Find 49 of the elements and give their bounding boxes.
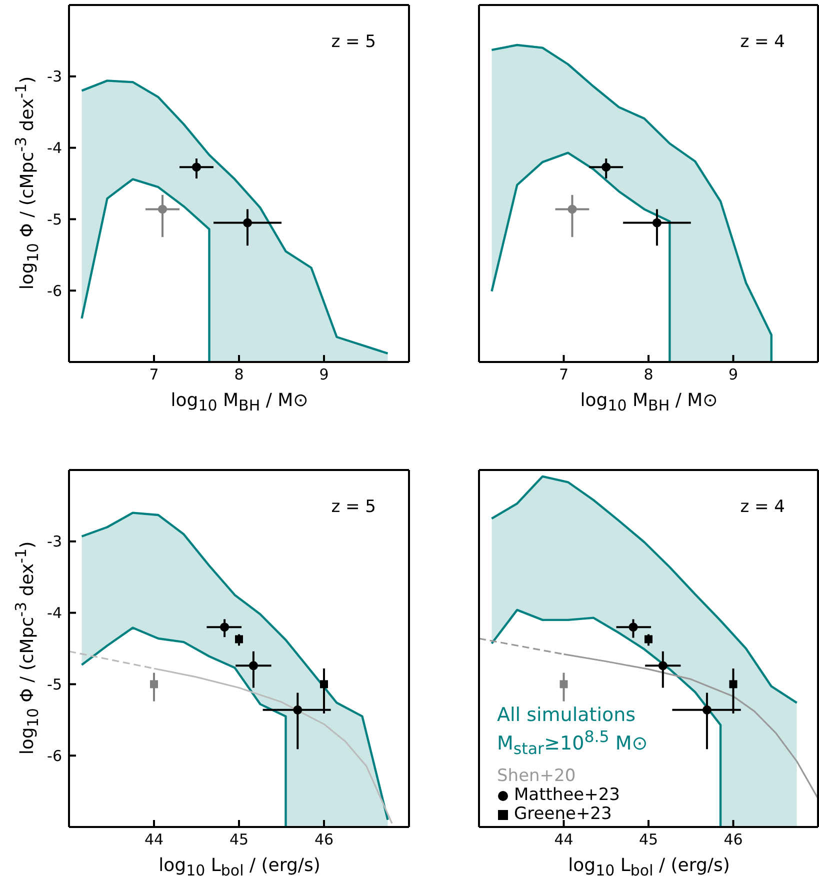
line-series (80, 626, 287, 827)
point (560, 680, 568, 688)
point (658, 661, 668, 670)
x-tick-label: 46 (314, 830, 334, 849)
y-tick-label: -4 (47, 604, 62, 622)
x-axis-title: log$_{10}$ M$_{BH}$ / M⊙ (170, 390, 310, 415)
y-tick-label: -4 (47, 139, 62, 158)
text: Shen+20 (497, 766, 576, 786)
x-axis-title: log$_{10}$ M$_{BH}$ / M⊙ (579, 390, 719, 415)
x-axis-title: log$_{10}$ L$_{bol}$ / (erg/s) (158, 855, 322, 880)
text: All simulations M$_{star}$≥10$^{8.5}$ M⊙ (497, 704, 649, 759)
point (220, 622, 230, 632)
y-tick-label: -3 (47, 68, 62, 86)
y-tick-label: -5 (47, 676, 62, 694)
y-tick-label: -6 (47, 282, 62, 300)
point (729, 680, 738, 688)
point (702, 705, 712, 714)
point (644, 635, 652, 644)
annotation: z = 5 (331, 32, 376, 52)
point (150, 680, 158, 688)
y-tick-label: -6 (47, 746, 62, 765)
y-tick-label: -3 (47, 532, 62, 551)
x-tick-label: 7 (558, 366, 569, 384)
point (235, 635, 243, 644)
y-tick-label: -5 (47, 210, 62, 229)
point (320, 680, 328, 688)
x-tick-label: 7 (149, 366, 159, 384)
x-tick-label: 46 (724, 830, 743, 849)
point (293, 705, 302, 714)
annotation: z = 5 (331, 497, 376, 517)
annotation: z = 4 (740, 32, 785, 52)
x-tick-label: 8 (644, 366, 654, 384)
legend-label: Greene+23 (514, 804, 612, 824)
point (628, 622, 638, 632)
point (192, 162, 202, 172)
x-tick-label: 44 (144, 830, 164, 849)
x-tick-label: 45 (229, 830, 249, 849)
x-tick-label: 9 (728, 366, 738, 384)
annotation: z = 4 (740, 497, 785, 517)
x-tick-label: 44 (554, 830, 574, 849)
x-tick-label: 45 (638, 830, 658, 849)
x-tick-label: 8 (234, 366, 244, 384)
legend-label: Matthee+23 (514, 785, 620, 805)
point (248, 661, 258, 670)
x-axis-title: log$_{10}$ L$_{bol}$ / (erg/s) (567, 855, 731, 880)
x-tick-label: 9 (319, 366, 329, 384)
point (158, 204, 168, 214)
point (242, 218, 252, 228)
line-series (80, 178, 210, 362)
